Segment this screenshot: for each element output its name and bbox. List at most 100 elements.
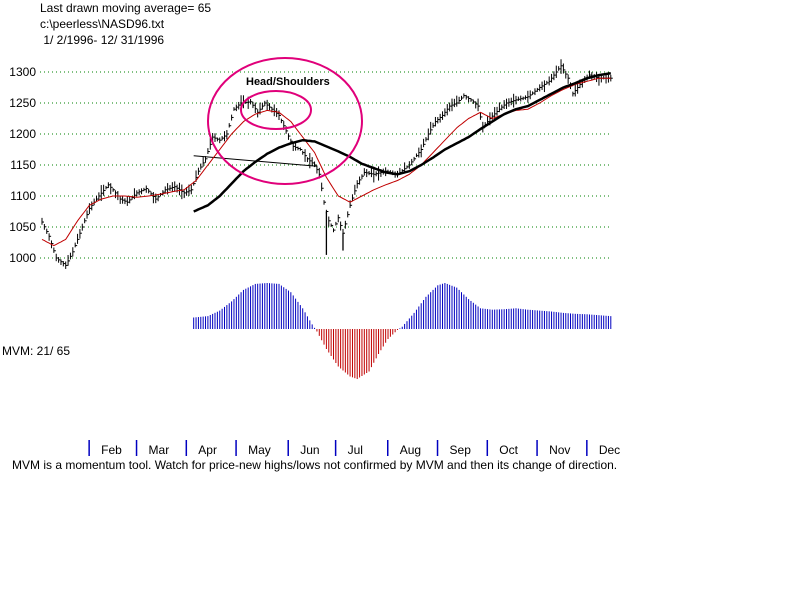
price-bar (302, 150, 305, 155)
price-bar (543, 80, 547, 93)
y-tick-label-1300: 1300 (9, 65, 36, 79)
price-bar (558, 66, 561, 71)
price-bar (292, 143, 296, 152)
price-bar (112, 188, 116, 192)
price-bar (453, 98, 457, 108)
price-bar (297, 146, 300, 151)
month-label-1: Mar (149, 443, 170, 457)
price-bar (311, 157, 315, 166)
price-bar (114, 190, 118, 199)
price-bar (212, 133, 215, 142)
price-bar (439, 113, 443, 123)
price-bar (340, 221, 343, 231)
price-bar (520, 95, 523, 102)
grid-lines (40, 71, 612, 259)
price-bar (375, 171, 379, 177)
price-bar (378, 166, 381, 181)
price-bar (328, 216, 331, 227)
price-bar (62, 261, 66, 267)
price-bar (58, 257, 61, 263)
chart-header-file: c:\peerless\NASD96.txt (40, 17, 165, 31)
price-bar (524, 95, 528, 100)
price-bar (323, 200, 327, 205)
price-bar (442, 111, 445, 120)
price-bar (190, 184, 194, 195)
price-bar (513, 93, 516, 108)
price-bar (162, 190, 165, 196)
pattern-circles: Head/Shoulders (207, 57, 363, 185)
price-bar (107, 182, 111, 189)
price-bar (91, 201, 94, 211)
price-bar (273, 104, 277, 117)
price-bar (479, 112, 483, 120)
price-bar (304, 149, 308, 162)
price-bar (105, 185, 108, 190)
price-bar (72, 247, 75, 257)
price-bar (221, 136, 225, 141)
price-bar (261, 102, 265, 110)
price-bar (321, 182, 324, 192)
price-bar (77, 233, 80, 244)
price-bar (216, 137, 220, 142)
price-bar (295, 142, 298, 151)
y-tick-label-1100: 1100 (10, 189, 36, 203)
price-bar (129, 195, 132, 204)
price-bar (141, 188, 144, 195)
y-axis-labels: 1000 1050 1100 1150 1200 1250 1300 (9, 65, 36, 265)
price-bar (536, 87, 540, 92)
price-bar (427, 128, 431, 141)
price-bar (250, 99, 253, 105)
price-bar (238, 101, 241, 110)
price-bar (306, 157, 310, 163)
y-tick-label-1250: 1250 (9, 96, 36, 110)
price-bar (560, 59, 564, 74)
price-bar (522, 96, 526, 101)
month-label-4: Jun (300, 443, 319, 457)
y-tick-label-1050: 1050 (9, 220, 36, 234)
price-bar (501, 104, 504, 111)
price-bar (337, 214, 341, 223)
mvm-label: MVM: 21/ 65 (2, 344, 71, 358)
price-bar (183, 190, 187, 199)
price-bar (356, 180, 360, 189)
price-bar (60, 259, 63, 265)
price-bar (269, 103, 272, 111)
price-bar (363, 168, 367, 176)
price-bar (55, 253, 59, 262)
price-bar (465, 94, 469, 100)
price-bar (572, 91, 575, 97)
price-bar (463, 93, 466, 98)
price-bar (532, 91, 535, 95)
price-bar (605, 74, 609, 84)
month-label-7: Sep (450, 443, 472, 457)
price-bar (233, 107, 236, 111)
price-bar (347, 211, 350, 218)
price-bar (451, 98, 455, 112)
price-bar (152, 192, 156, 204)
price-bar (413, 156, 417, 162)
month-label-10: Dec (599, 443, 620, 457)
price-bar (541, 81, 545, 91)
ma-long-line (193, 71, 612, 213)
month-label-3: May (248, 443, 271, 457)
price-bar (423, 138, 426, 148)
price-bar (408, 161, 412, 169)
price-bar (43, 224, 47, 230)
price-bar (415, 153, 419, 158)
price-bar (266, 99, 270, 111)
price-bar (278, 110, 281, 120)
price-bar (517, 96, 521, 101)
price-bar (197, 167, 201, 175)
month-axis: Feb Mar Apr May Jun Jul Aug Sep Oct Nov Dec (88, 440, 620, 457)
price-bar (79, 229, 82, 239)
month-label-2: Apr (198, 443, 217, 457)
price-bar (209, 138, 213, 150)
head-shoulders-circle (207, 57, 363, 185)
price-bar (420, 144, 424, 158)
price-bar (164, 186, 168, 194)
price-bar (228, 123, 232, 128)
price-bar (100, 185, 104, 202)
price-bar (226, 130, 229, 140)
price-bar (53, 247, 56, 253)
head-circle (240, 90, 312, 130)
